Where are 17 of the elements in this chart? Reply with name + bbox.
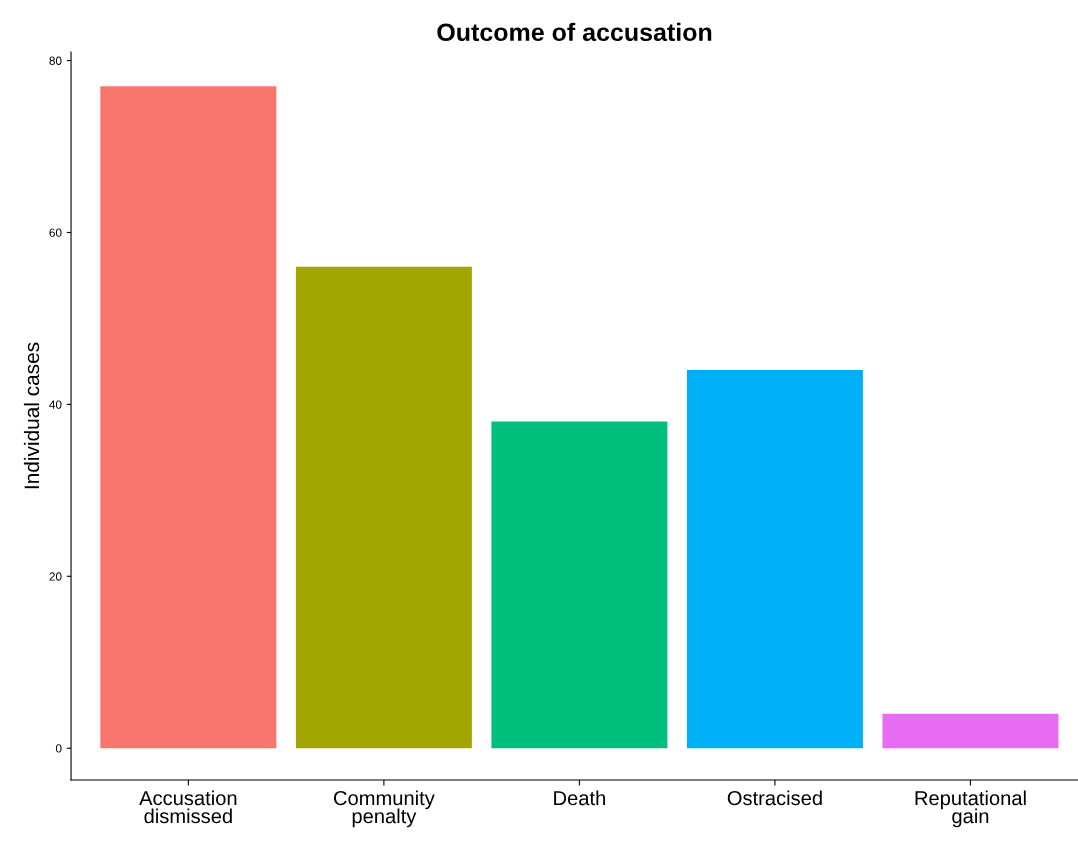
bar	[100, 86, 277, 749]
y-tick-label: 40	[49, 400, 62, 409]
y-tick-label: 20	[49, 572, 62, 581]
x-tick-label: Ostracised	[727, 790, 822, 806]
chart-title: Outcome of accusation	[437, 22, 712, 42]
bar	[882, 713, 1059, 749]
y-tick-label: 80	[49, 56, 62, 65]
bar	[491, 421, 668, 749]
bar	[686, 370, 863, 749]
y-axis-title: Individual cases	[23, 342, 40, 489]
bar	[295, 266, 472, 749]
x-tick-label: Accusation dismissed	[139, 790, 237, 824]
y-tick-label: 60	[49, 228, 62, 237]
y-tick-label: 0	[55, 744, 62, 753]
x-tick-label: Community penalty	[333, 790, 435, 828]
x-tick-label: Death	[554, 790, 605, 806]
x-tick-label: Reputational gain	[915, 790, 1026, 828]
